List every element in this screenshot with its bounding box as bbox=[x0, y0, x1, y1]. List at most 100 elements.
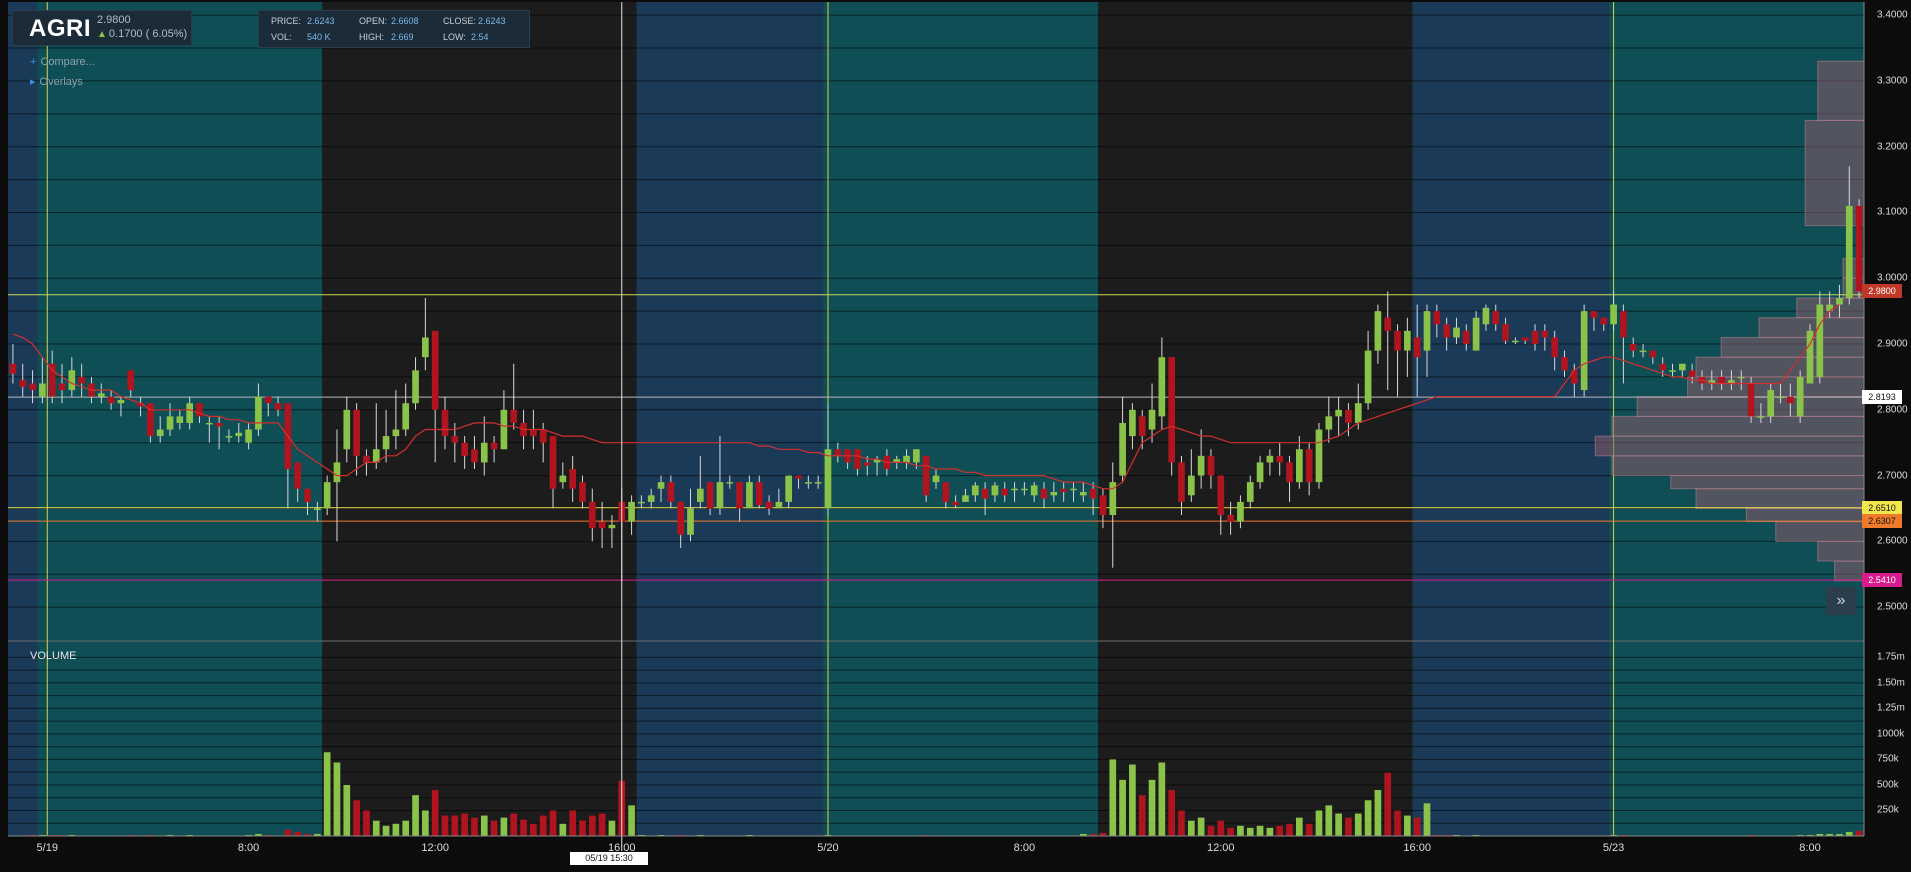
volume-bar bbox=[422, 810, 429, 836]
candle-body bbox=[667, 482, 675, 502]
open-value: 2.6608 bbox=[391, 16, 419, 26]
candle-body bbox=[1296, 449, 1303, 483]
up-arrow-icon: ▲ bbox=[97, 29, 107, 40]
candle-body bbox=[97, 393, 105, 397]
x-tick-label: 5/19 bbox=[36, 842, 58, 854]
candle-body bbox=[991, 485, 999, 496]
volume-bar bbox=[530, 823, 537, 836]
candle-body bbox=[588, 501, 596, 529]
candle-body bbox=[628, 501, 635, 522]
volume-bar bbox=[1237, 825, 1244, 836]
x-tick-label: 16:00 bbox=[1403, 842, 1431, 854]
candle-body bbox=[294, 462, 302, 489]
candle-body bbox=[608, 524, 616, 529]
candle-body bbox=[706, 482, 714, 509]
volume-profile-bar bbox=[1804, 119, 1865, 227]
candle-body bbox=[313, 508, 321, 510]
candle-body bbox=[1678, 363, 1686, 371]
candle-body bbox=[1728, 380, 1735, 384]
candle-body bbox=[461, 442, 468, 456]
candle-body bbox=[333, 462, 341, 483]
volume-bar bbox=[520, 819, 527, 836]
candle-body bbox=[490, 442, 498, 450]
volume-bar bbox=[1296, 817, 1303, 836]
volume-profile-bar bbox=[1670, 475, 1865, 490]
candle-body bbox=[1158, 357, 1166, 417]
candle-body bbox=[932, 475, 940, 483]
volume-bar bbox=[657, 834, 665, 836]
candle-body bbox=[1354, 403, 1362, 423]
volume-bar bbox=[372, 820, 380, 836]
candle-body bbox=[1659, 363, 1667, 371]
candle-body bbox=[1737, 376, 1745, 379]
candle-body bbox=[726, 482, 734, 484]
candle-body bbox=[903, 455, 910, 463]
candle-body bbox=[1453, 327, 1460, 338]
candle-body bbox=[1433, 311, 1441, 325]
candle-body bbox=[1541, 330, 1549, 338]
session-band bbox=[636, 2, 824, 836]
volume-bar bbox=[1197, 817, 1205, 836]
candle-body bbox=[1246, 482, 1254, 502]
candle-body bbox=[1315, 429, 1323, 483]
last-price: 2.9800 bbox=[97, 14, 131, 26]
candle-body bbox=[1531, 330, 1539, 345]
candle-body bbox=[1620, 311, 1627, 338]
candle-body bbox=[647, 495, 655, 502]
candle-body bbox=[962, 495, 969, 502]
open-key: OPEN: bbox=[359, 16, 388, 26]
volume-bar bbox=[549, 810, 557, 836]
expand-button[interactable]: » bbox=[1826, 587, 1856, 615]
candle-body bbox=[372, 449, 380, 463]
candle-body bbox=[9, 363, 17, 374]
volume-tick-label: 1000k bbox=[1877, 728, 1905, 740]
candle-body bbox=[225, 436, 233, 438]
volume-bar bbox=[1276, 825, 1284, 836]
candle-body bbox=[1836, 297, 1843, 305]
candle-body bbox=[795, 475, 802, 479]
volume-tick-label: 1.75m bbox=[1877, 651, 1905, 663]
compare-button[interactable]: + Compare... bbox=[30, 56, 95, 68]
candle-body bbox=[441, 409, 449, 437]
volume-profile-bar bbox=[1775, 521, 1865, 542]
volume-bar bbox=[1610, 834, 1617, 836]
candle-body bbox=[176, 416, 184, 423]
candle-body bbox=[1364, 350, 1372, 404]
candle-body bbox=[1629, 344, 1637, 351]
candle-body bbox=[1079, 492, 1087, 496]
session-band bbox=[823, 2, 1099, 836]
x-tick-label: 16:00 bbox=[607, 842, 636, 854]
volume-bar bbox=[29, 834, 36, 836]
volume-bar bbox=[1374, 790, 1382, 836]
candle-body bbox=[392, 429, 400, 437]
candle-body bbox=[147, 403, 154, 437]
candle-body bbox=[1237, 501, 1244, 522]
candle-body bbox=[156, 429, 164, 437]
candle-body bbox=[1512, 340, 1519, 343]
candle-body bbox=[765, 501, 773, 509]
volume-bar bbox=[1246, 827, 1254, 836]
overlays-button[interactable]: ▸ Overlays bbox=[30, 75, 83, 88]
candle-body bbox=[1816, 304, 1824, 377]
volume-bar bbox=[1443, 834, 1450, 836]
volume-bar bbox=[1187, 820, 1195, 836]
volume-bar bbox=[431, 790, 439, 836]
volume-bar bbox=[147, 834, 154, 836]
candle-body bbox=[1276, 455, 1284, 463]
candle-body bbox=[1197, 455, 1205, 476]
volume-bar bbox=[343, 784, 351, 836]
overlays-label: Overlays bbox=[39, 76, 83, 88]
volume-bar bbox=[1227, 827, 1234, 836]
volume-bar bbox=[1364, 800, 1372, 836]
candle-body bbox=[1404, 330, 1411, 351]
volume-bar bbox=[569, 810, 576, 836]
candle-body bbox=[353, 409, 360, 456]
candle-body bbox=[804, 482, 812, 484]
candle-body bbox=[382, 436, 390, 450]
candle-body bbox=[166, 416, 174, 430]
candle-body bbox=[873, 459, 881, 463]
price-level-badge: 2.6307 bbox=[1862, 514, 1902, 529]
candle-body bbox=[952, 501, 959, 506]
volume-bar bbox=[382, 825, 390, 836]
